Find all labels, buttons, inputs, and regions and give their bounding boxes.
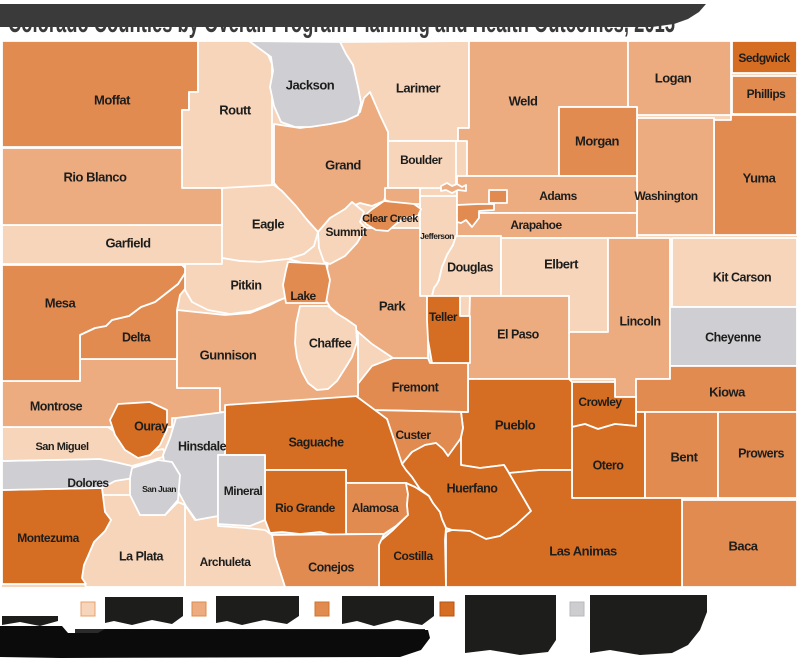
svg-text:Archuleta: Archuleta	[200, 555, 252, 569]
svg-text:Teller: Teller	[429, 310, 458, 324]
svg-text:Montrose: Montrose	[30, 399, 83, 413]
svg-text:San Juan: San Juan	[142, 484, 176, 494]
svg-text:Larimer: Larimer	[396, 81, 441, 96]
svg-text:Elbert: Elbert	[544, 257, 579, 272]
svg-text:Weld: Weld	[509, 94, 538, 109]
svg-text:Yuma: Yuma	[743, 171, 777, 186]
svg-text:Alamosa: Alamosa	[352, 501, 399, 515]
svg-text:Boulder: Boulder	[400, 153, 443, 167]
svg-text:Summit: Summit	[325, 225, 367, 239]
svg-text:Bent: Bent	[671, 450, 699, 465]
svg-text:Eagle: Eagle	[252, 217, 284, 232]
svg-text:Conejos: Conejos	[308, 560, 354, 574]
svg-text:San Miguel: San Miguel	[35, 441, 89, 453]
svg-text:Garfield: Garfield	[105, 236, 151, 251]
svg-text:Jackson: Jackson	[286, 78, 335, 93]
svg-text:Kiowa: Kiowa	[709, 385, 746, 400]
svg-text:Baca: Baca	[728, 539, 758, 554]
svg-text:Morgan: Morgan	[575, 134, 620, 149]
svg-text:Pueblo: Pueblo	[495, 418, 536, 433]
svg-text:Mineral: Mineral	[224, 484, 263, 498]
svg-text:El Paso: El Paso	[497, 327, 540, 341]
svg-text:Park: Park	[379, 299, 406, 314]
svg-text:Sedgwick: Sedgwick	[738, 51, 790, 65]
svg-text:Cheyenne: Cheyenne	[705, 330, 761, 344]
svg-text:Arapahoe: Arapahoe	[510, 218, 562, 232]
svg-text:Costilla: Costilla	[393, 549, 433, 563]
svg-text:Fremont: Fremont	[392, 380, 440, 394]
svg-text:Clear Creek: Clear Creek	[362, 213, 419, 225]
svg-text:Grand: Grand	[325, 158, 361, 173]
svg-text:Kit Carson: Kit Carson	[713, 270, 771, 284]
svg-text:Lake: Lake	[290, 289, 316, 303]
svg-text:Adams: Adams	[539, 189, 577, 203]
svg-text:Crowley: Crowley	[578, 395, 622, 409]
svg-text:Douglas: Douglas	[447, 260, 493, 274]
svg-text:Phillips: Phillips	[747, 87, 787, 101]
svg-text:Lincoln: Lincoln	[620, 314, 661, 328]
svg-text:Ouray: Ouray	[134, 419, 168, 433]
svg-text:Delta: Delta	[122, 330, 152, 344]
svg-text:Rio Blanco: Rio Blanco	[64, 170, 127, 185]
svg-text:Saguache: Saguache	[288, 435, 344, 449]
svg-text:Custer: Custer	[395, 428, 431, 442]
svg-text:Huerfano: Huerfano	[447, 481, 499, 495]
svg-text:Chaffee: Chaffee	[309, 336, 352, 350]
svg-text:Jefferson: Jefferson	[420, 231, 454, 241]
svg-text:Mesa: Mesa	[45, 296, 77, 311]
svg-text:Prowers: Prowers	[738, 446, 784, 460]
svg-text:Montezuma: Montezuma	[17, 531, 79, 545]
svg-text:La Plata: La Plata	[119, 549, 164, 563]
svg-text:Pitkin: Pitkin	[230, 278, 261, 292]
svg-text:Routt: Routt	[219, 103, 252, 118]
svg-text:Logan: Logan	[655, 71, 692, 86]
svg-text:Rio Grande: Rio Grande	[275, 501, 336, 515]
svg-text:Hinsdale: Hinsdale	[178, 439, 227, 453]
svg-text:Las Animas: Las Animas	[549, 544, 617, 559]
svg-text:Washington: Washington	[634, 189, 697, 203]
svg-text:Moffat: Moffat	[94, 93, 131, 108]
svg-text:Gunnison: Gunnison	[200, 348, 257, 363]
svg-text:Dolores: Dolores	[67, 476, 109, 490]
svg-text:Otero: Otero	[593, 458, 625, 472]
